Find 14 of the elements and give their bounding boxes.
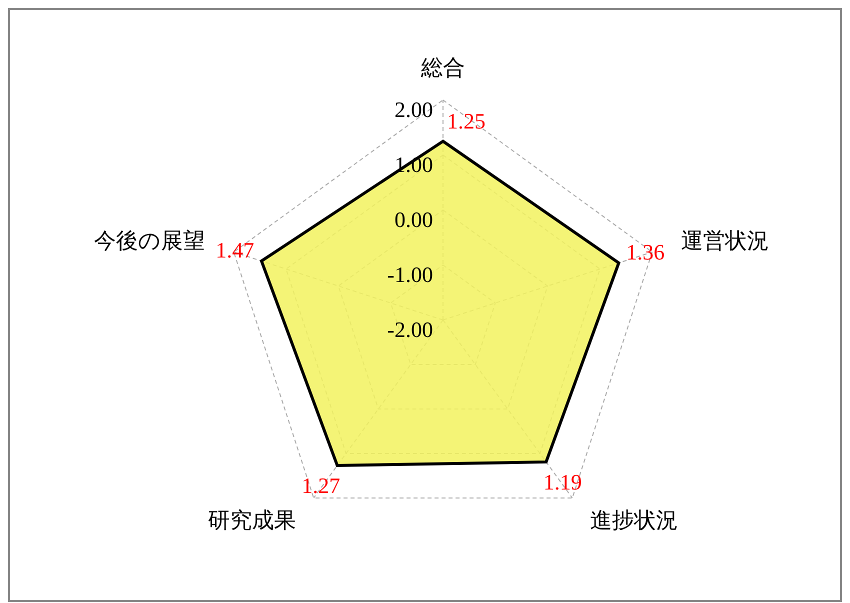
- spoke-label: 今後の展望: [94, 228, 206, 253]
- y-tick-label: -2.00: [387, 317, 433, 342]
- spoke-label: 進捗状況: [590, 507, 678, 532]
- data-label: 1.25: [447, 108, 486, 134]
- spoke-label: 運営状況: [680, 228, 769, 253]
- data-label: 1.36: [626, 239, 665, 264]
- data-label: 1.27: [302, 473, 340, 498]
- y-tick-label: 2.00: [394, 97, 433, 122]
- data-label: 1.47: [216, 237, 254, 262]
- y-tick-label: -1.00: [387, 262, 433, 288]
- spoke-label: 総合: [420, 55, 465, 80]
- spoke-label: 研究成果: [208, 507, 296, 532]
- data-label: 1.19: [543, 470, 582, 495]
- y-tick-label: 0.00: [394, 207, 433, 232]
